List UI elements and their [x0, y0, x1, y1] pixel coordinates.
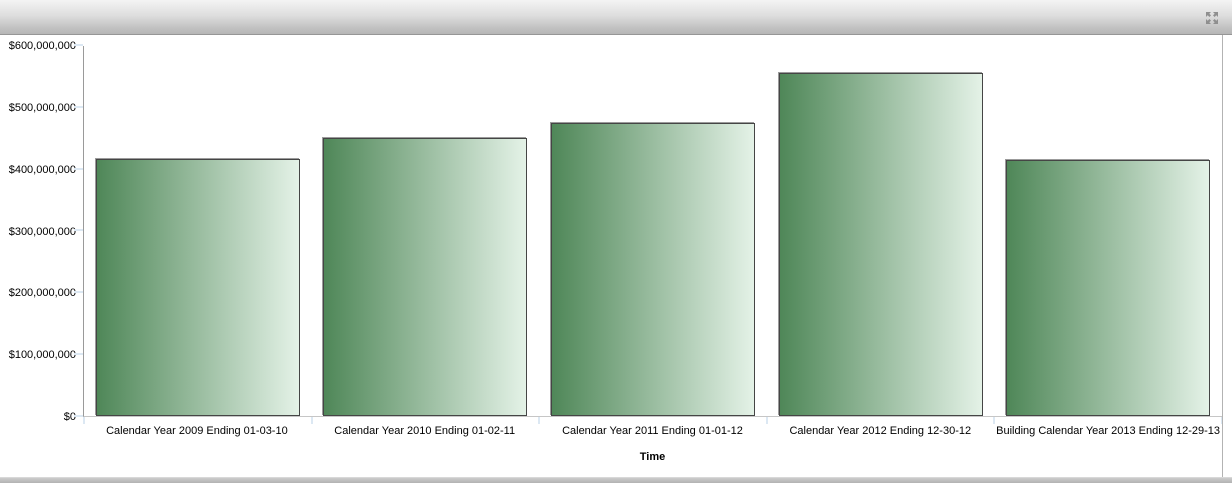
- x-axis-labels: Calendar Year 2009 Ending 01-03-10 Calend…: [83, 425, 1222, 441]
- plot-area: [74, 44, 1223, 424]
- y-axis-tick: [74, 44, 83, 46]
- x-category-label: Calendar Year 2011 Ending 01-01-12: [562, 425, 743, 437]
- y-axis-tick: [74, 415, 83, 417]
- bar[interactable]: [551, 123, 755, 416]
- y-tick-label: $400,000,000: [8, 163, 76, 176]
- y-axis-tick: [74, 291, 83, 293]
- bar[interactable]: [1006, 160, 1211, 416]
- bars-container: [84, 46, 1222, 416]
- portlet-footer: [0, 477, 1232, 483]
- bar-slot: [767, 46, 995, 416]
- x-axis-title: Time: [639, 451, 666, 463]
- x-axis-tick: [83, 417, 85, 424]
- x-category-label: Building Calendar Year 2013 Ending 12-29…: [996, 425, 1220, 437]
- x-category-label: Calendar Year 2012 Ending 12-30-12: [789, 425, 972, 437]
- y-axis-tick: [74, 168, 83, 170]
- y-tick-label: $0: [63, 411, 76, 423]
- bar-slot: [312, 46, 540, 416]
- x-axis-tick: [538, 417, 541, 424]
- x-category-label: Calendar Year 2009 Ending 01-03-10: [106, 425, 288, 437]
- maximize-restore-icon: [1204, 10, 1220, 26]
- y-tick-label: $300,000,000: [8, 225, 76, 238]
- y-tick-label: $500,000,000: [8, 101, 76, 114]
- bar-chart: $0 $100,000,000 $200,000,000 $300,000,000 $4…: [0, 35, 1232, 477]
- y-axis-tick: [74, 106, 83, 108]
- y-axis-labels: $0 $100,000,000 $200,000,000 $300,000,000 $4…: [0, 35, 76, 477]
- y-axis-tick: [74, 353, 83, 355]
- maximize-restore-button[interactable]: [1202, 8, 1222, 28]
- y-axis-tick: [74, 229, 83, 231]
- panel-right-border: [1222, 35, 1223, 477]
- bar[interactable]: [323, 138, 528, 416]
- x-category-label: Calendar Year 2010 Ending 01-02-11: [334, 425, 516, 437]
- y-tick-label: $600,000,000: [8, 40, 76, 52]
- x-axis-tick: [993, 417, 996, 424]
- bar-slot: [539, 46, 767, 416]
- x-axis-tick: [765, 417, 768, 424]
- bar[interactable]: [778, 73, 983, 416]
- bar-slot: [994, 46, 1222, 416]
- portlet-header: [0, 0, 1232, 35]
- bar-slot: [84, 46, 312, 416]
- x-axis-tick: [310, 417, 313, 424]
- y-tick-label: $200,000,000: [8, 287, 76, 300]
- bar[interactable]: [95, 159, 300, 416]
- y-tick-label: $100,000,000: [8, 349, 76, 362]
